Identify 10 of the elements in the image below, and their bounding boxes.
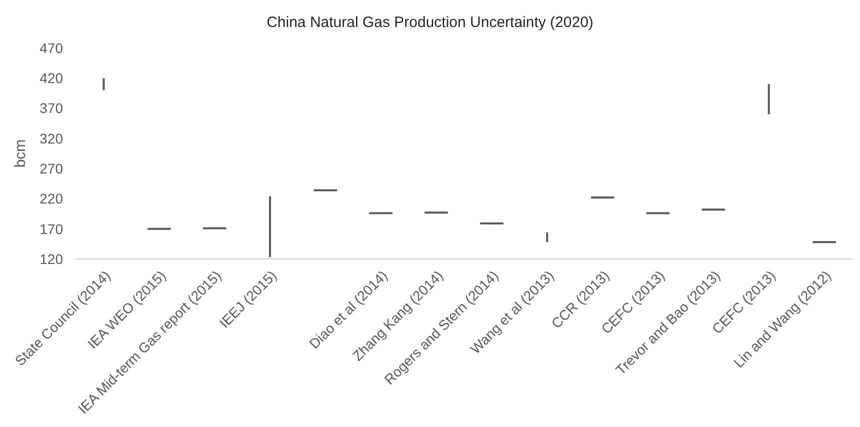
y-tick-label: 220 [40, 190, 64, 207]
y-tick-label: 120 [40, 250, 64, 267]
y-tick-label: 370 [40, 100, 64, 116]
y-tick-label: 320 [40, 130, 64, 146]
y-tick-label: 170 [40, 220, 64, 237]
y-axis-title: bcm [12, 139, 29, 168]
y-tick-label: 470 [40, 40, 64, 56]
y-tick-label: 270 [40, 160, 64, 176]
chart-title: China Natural Gas Production Uncertainty (2020) [266, 14, 594, 31]
y-tick-label: 420 [40, 70, 64, 86]
